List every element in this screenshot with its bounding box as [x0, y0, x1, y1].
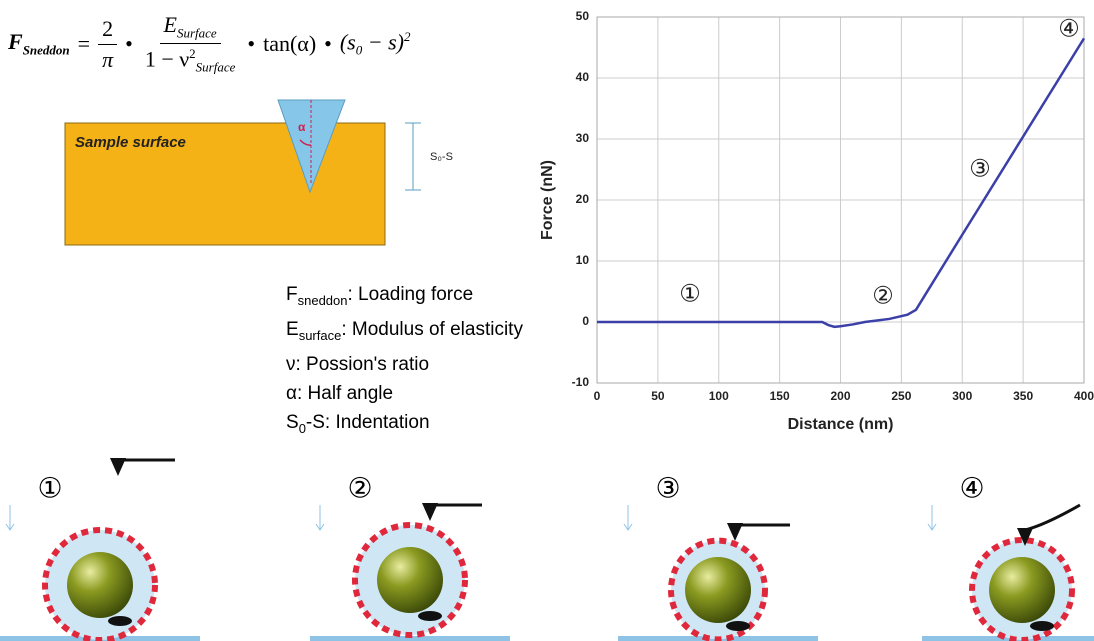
stage-label: ②	[347, 472, 372, 503]
x-tick-label: 200	[830, 389, 850, 403]
shadow	[108, 616, 132, 626]
core	[67, 552, 133, 618]
annotation: ③	[969, 155, 991, 182]
y-tick-label: 50	[576, 9, 590, 23]
x-tick-label: 300	[952, 389, 972, 403]
arrow	[928, 505, 936, 530]
x-tick-label: 0	[594, 389, 601, 403]
shadow	[418, 611, 442, 621]
x-tick-label: 50	[651, 389, 665, 403]
arrow	[624, 505, 632, 530]
tip	[727, 523, 743, 541]
x-tick-label: 250	[891, 389, 911, 403]
arrow	[6, 505, 14, 530]
y-axis-label: Force (nN)	[539, 160, 556, 240]
annotation: ①	[679, 280, 701, 307]
x-tick-label: 400	[1074, 389, 1094, 403]
core	[685, 557, 751, 623]
annotation: ④	[1058, 15, 1080, 42]
x-tick-label: 150	[770, 389, 790, 403]
stage-label: ③	[655, 472, 680, 503]
y-tick-label: 10	[576, 253, 590, 267]
y-tick-label: 30	[576, 131, 590, 145]
y-tick-label: 20	[576, 192, 590, 206]
core	[989, 557, 1055, 623]
tip	[110, 458, 126, 476]
tip	[422, 503, 438, 521]
x-tick-label: 350	[1013, 389, 1033, 403]
annotation: ②	[872, 282, 894, 309]
stage-label: ④	[959, 472, 984, 503]
arrow	[316, 505, 324, 530]
chart: -10 0 10 20 30 40 50 0 50 100 150 200 250 300 350 400 Di…	[0, 0, 1094, 440]
core	[377, 547, 443, 613]
y-tick-label: 0	[582, 314, 589, 328]
y-tick-label: -10	[572, 375, 590, 389]
cantilever	[1025, 505, 1080, 530]
stage-label: ①	[37, 472, 62, 503]
page: {"formula": {"lhs": "F", "lhs_sub": "Sne…	[0, 0, 1094, 641]
stage-illustrations: ① ② ③ ④	[0, 440, 1094, 641]
shadow	[1030, 621, 1054, 631]
x-tick-label: 100	[709, 389, 729, 403]
shadow	[726, 621, 750, 631]
y-tick-label: 40	[576, 70, 590, 84]
x-axis-label: Distance (nm)	[788, 416, 894, 433]
